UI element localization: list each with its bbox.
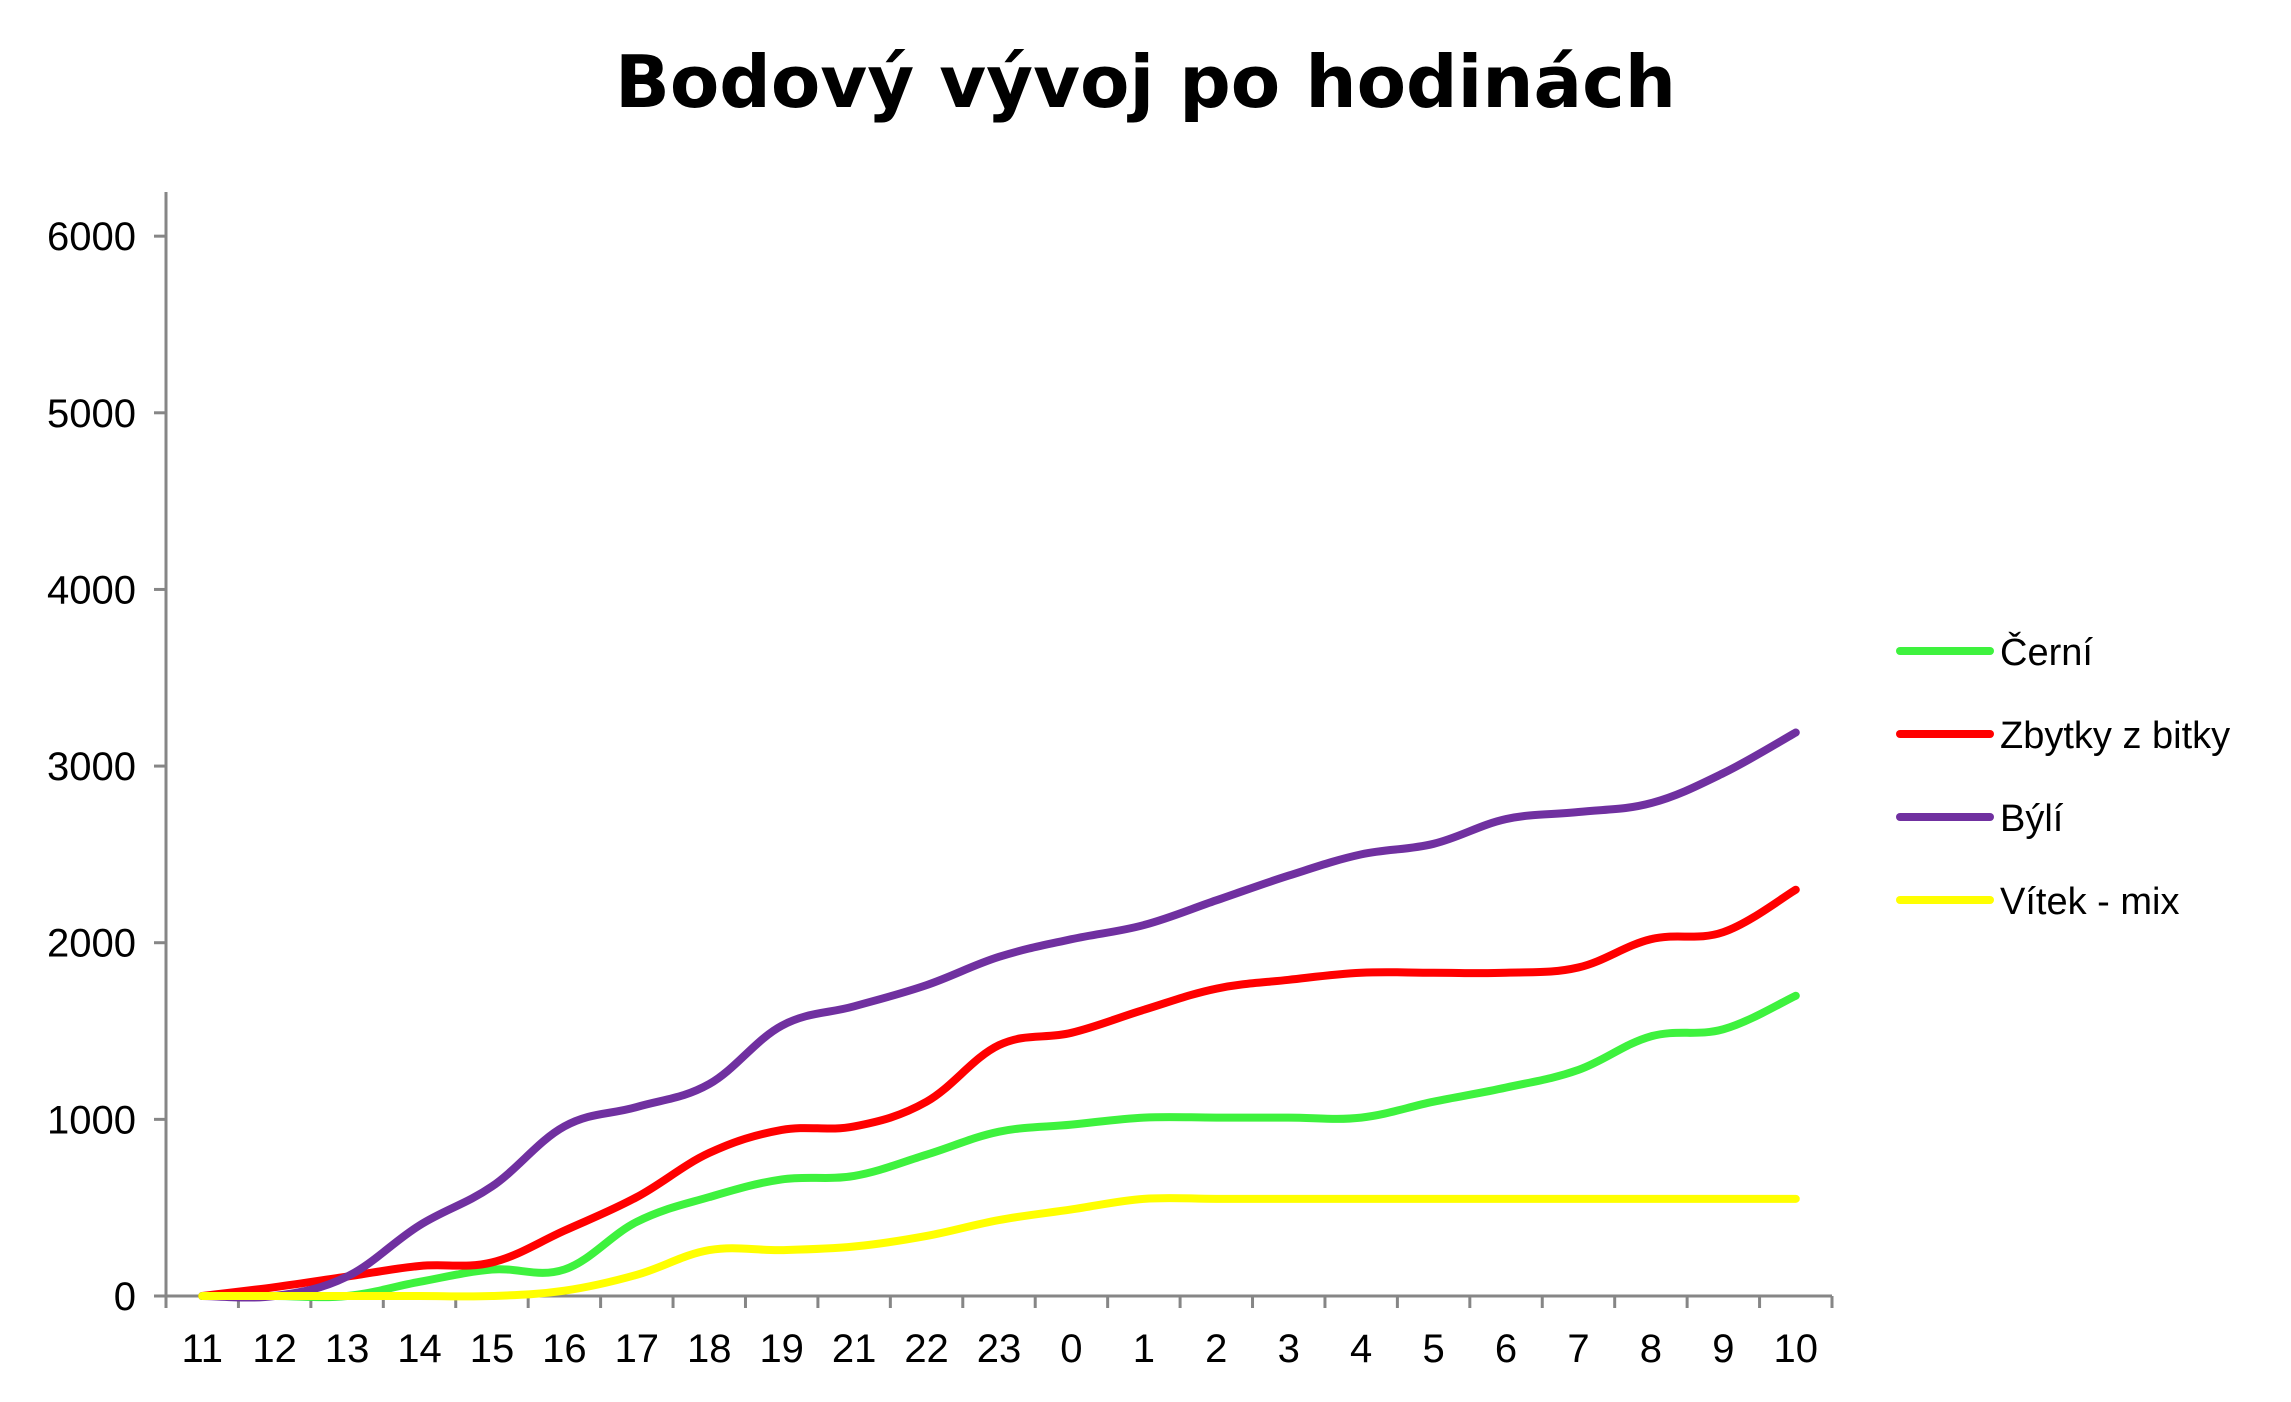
x-tick-label: 14 [397, 1327, 442, 1371]
y-tick-label: 3000 [47, 745, 136, 789]
x-tick-label: 1 [1133, 1327, 1155, 1371]
x-tick-label: 19 [759, 1327, 804, 1371]
x-tick-label: 8 [1640, 1327, 1662, 1371]
x-tick-label: 12 [252, 1327, 297, 1371]
x-tick-label: 9 [1712, 1327, 1734, 1371]
x-tick-label: 6 [1495, 1327, 1517, 1371]
x-tick-label: 3 [1278, 1327, 1300, 1371]
series-line-cerni [198, 991, 1800, 1302]
y-tick-label: 2000 [47, 922, 136, 966]
series-line-zbytky-z-bitky [198, 885, 1800, 1300]
series-line-byli [198, 728, 1800, 1302]
x-tick-label: 23 [977, 1327, 1022, 1371]
chart-title: Bodový vývoj po hodinách [614, 40, 1677, 124]
y-tick-label: 1000 [47, 1098, 136, 1142]
legend-label-cerni: Černí [2000, 630, 2093, 674]
x-tick-label: 2 [1205, 1327, 1227, 1371]
y-tick-label: 0 [114, 1275, 136, 1319]
y-tick-label: 6000 [47, 215, 136, 259]
x-tick-label: 4 [1350, 1327, 1372, 1371]
series-line-vitek-mix [198, 1194, 1800, 1301]
x-tick-label: 15 [470, 1327, 515, 1371]
legend-label-zbytky-z-bitky: Zbytky z bitky [2000, 715, 2230, 757]
x-tick-label: 10 [1774, 1327, 1819, 1371]
x-tick-label: 18 [687, 1327, 732, 1371]
x-tick-label: 0 [1060, 1327, 1082, 1371]
y-tick-label: 4000 [47, 568, 136, 612]
x-tick-label: 16 [542, 1327, 587, 1371]
x-tick-label: 7 [1567, 1327, 1589, 1371]
legend-label-byli: Býlí [2000, 798, 2064, 840]
x-tick-label: 17 [615, 1327, 660, 1371]
x-tick-label: 5 [1422, 1327, 1444, 1371]
x-tick-label: 13 [325, 1327, 370, 1371]
x-tick-label: 11 [181, 1327, 223, 1371]
x-tick-label: 22 [904, 1327, 949, 1371]
y-tick-label: 5000 [47, 392, 136, 436]
legend-label-vitek-mix: Vítek - mix [2000, 881, 2179, 923]
x-tick-label: 21 [832, 1327, 877, 1371]
